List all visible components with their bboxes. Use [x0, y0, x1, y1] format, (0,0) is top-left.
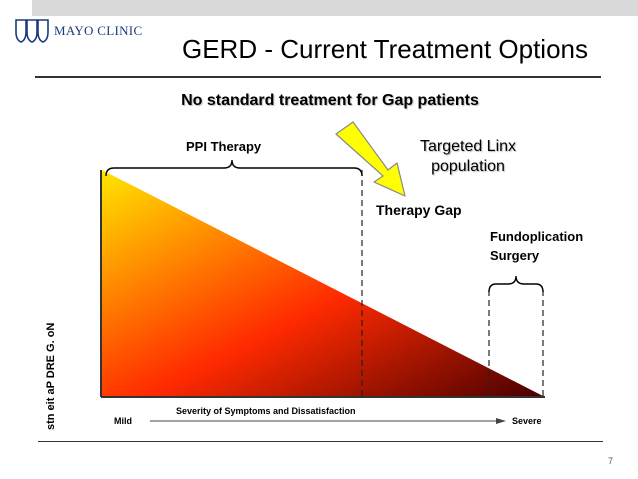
top-bar	[32, 0, 638, 16]
therapy-gap-label: Therapy Gap	[376, 202, 462, 218]
logo: MAYO CLINIC	[14, 18, 142, 44]
page-number: 7	[608, 456, 614, 466]
surgery-label-line1: Fundoplication	[490, 229, 584, 244]
linx-label-line1: Targeted Linx	[419, 138, 517, 155]
x-axis-max-label: Severe	[512, 416, 542, 426]
mayo-shields-icon	[15, 19, 49, 43]
surgery-brace	[488, 275, 544, 293]
subtitle: No standard treatment for Gap patients	[181, 92, 479, 109]
linx-label-line2: population	[431, 158, 505, 175]
severity-wedge	[102, 170, 543, 396]
x-axis-title: Severity of Symptoms and Dissatisfaction	[176, 406, 356, 416]
title-divider	[35, 76, 601, 78]
logo-text: MAYO CLINIC	[54, 23, 143, 38]
ppi-label: PPI Therapy	[186, 139, 262, 154]
y-axis-title: stn eit aP DRE G. oN	[45, 322, 57, 430]
bottom-divider	[38, 441, 603, 442]
surgery-label: Fundoplication Surgery	[490, 227, 583, 265]
x-axis-min-label: Mild	[114, 416, 132, 426]
slide-title: GERD - Current Treatment Options	[181, 34, 589, 64]
surgery-label-line2: Surgery	[490, 248, 540, 263]
severity-arrow-head	[496, 418, 506, 424]
ppi-brace	[105, 159, 363, 177]
yellow-arrow-icon	[335, 121, 406, 197]
linx-label: Targeted Linx population	[398, 137, 538, 177]
